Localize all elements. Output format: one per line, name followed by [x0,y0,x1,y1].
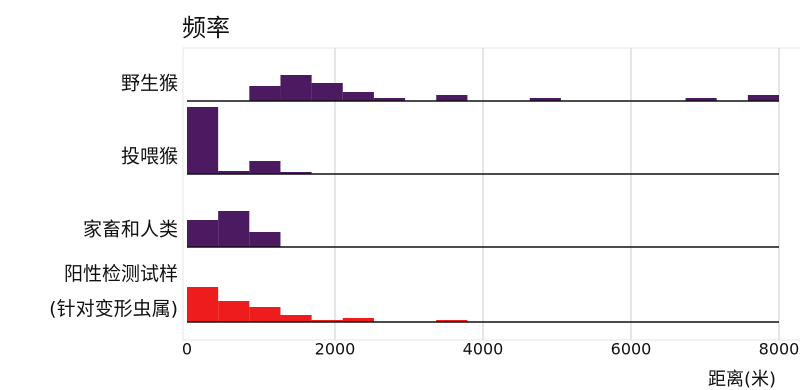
histogram-bar [342,318,374,322]
x-axis-label: 距离(米) [708,369,776,390]
x-tick-label: 6000 [611,340,652,359]
histogram-bar [311,320,343,322]
histogram-bar [218,171,250,174]
histogram-bar [218,211,250,247]
series-label: 家畜和人类 [82,218,178,241]
histogram-bar [311,83,343,101]
series-label: 阳性检测试样 (针对变形虫属) [49,263,178,320]
histogram-bar [529,98,561,101]
histogram-bar [187,220,219,247]
histogram-bar [436,320,468,322]
histogram-bar [187,287,219,322]
histogram-bar [218,301,250,322]
plot-frame [182,47,800,341]
histogram-bar [249,86,281,101]
x-tick-label: 2000 [315,340,356,359]
histogram-bar [685,98,717,101]
histogram-bar [280,75,312,101]
histogram-bar [342,92,374,101]
histogram-bar [249,307,281,322]
histogram-bar [747,95,779,101]
series-label: 投喂猴 [120,145,178,168]
histogram-bar [249,232,281,247]
histogram-bar [280,172,312,174]
series-label: 野生猴 [120,72,178,95]
histogram-bar [373,98,406,101]
x-tick-label: 0 [182,340,192,359]
chart-title: 频率 [182,14,230,42]
histogram-bar [187,107,219,174]
histogram-bar [436,95,468,101]
histogram-bar [280,315,312,322]
histogram-bar [249,161,281,174]
x-tick-label: 8000 [759,340,800,359]
x-tick-label: 4000 [463,340,504,359]
